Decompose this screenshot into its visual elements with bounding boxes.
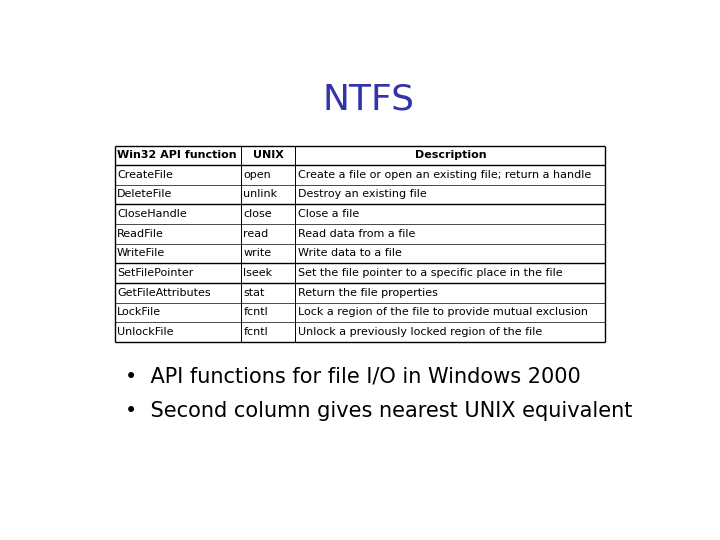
Bar — [114, 146, 606, 342]
Text: Unlock a previously locked region of the file: Unlock a previously locked region of the… — [297, 327, 542, 337]
Text: read: read — [243, 229, 269, 239]
Text: GetFileAttributes: GetFileAttributes — [117, 288, 211, 298]
Text: Set the file pointer to a specific place in the file: Set the file pointer to a specific place… — [297, 268, 562, 278]
Text: stat: stat — [243, 288, 265, 298]
Text: Close a file: Close a file — [297, 209, 359, 219]
Text: •  API functions for file I/O in Windows 2000: • API functions for file I/O in Windows … — [125, 367, 580, 387]
Text: WriteFile: WriteFile — [117, 248, 166, 259]
Text: •  Second column gives nearest UNIX equivalent: • Second column gives nearest UNIX equiv… — [125, 401, 632, 421]
Text: open: open — [243, 170, 271, 180]
Text: Create a file or open an existing file; return a handle: Create a file or open an existing file; … — [297, 170, 591, 180]
Text: CreateFile: CreateFile — [117, 170, 173, 180]
Text: Description: Description — [415, 150, 486, 160]
Text: fcntl: fcntl — [243, 307, 268, 318]
Text: CloseHandle: CloseHandle — [117, 209, 186, 219]
Text: DeleteFile: DeleteFile — [117, 190, 172, 199]
Text: ReadFile: ReadFile — [117, 229, 164, 239]
Text: LockFile: LockFile — [117, 307, 161, 318]
Text: UnlockFile: UnlockFile — [117, 327, 174, 337]
Text: Destroy an existing file: Destroy an existing file — [297, 190, 426, 199]
Text: write: write — [243, 248, 271, 259]
Text: lseek: lseek — [243, 268, 272, 278]
Text: Win32 API function: Win32 API function — [117, 150, 237, 160]
Text: fcntl: fcntl — [243, 327, 268, 337]
Text: close: close — [243, 209, 272, 219]
Text: Lock a region of the file to provide mutual exclusion: Lock a region of the file to provide mut… — [297, 307, 588, 318]
Text: UNIX: UNIX — [253, 150, 284, 160]
Text: SetFilePointer: SetFilePointer — [117, 268, 194, 278]
Text: NTFS: NTFS — [323, 83, 415, 117]
Text: Return the file properties: Return the file properties — [297, 288, 438, 298]
Text: Read data from a file: Read data from a file — [297, 229, 415, 239]
Text: unlink: unlink — [243, 190, 277, 199]
Text: Write data to a file: Write data to a file — [297, 248, 402, 259]
